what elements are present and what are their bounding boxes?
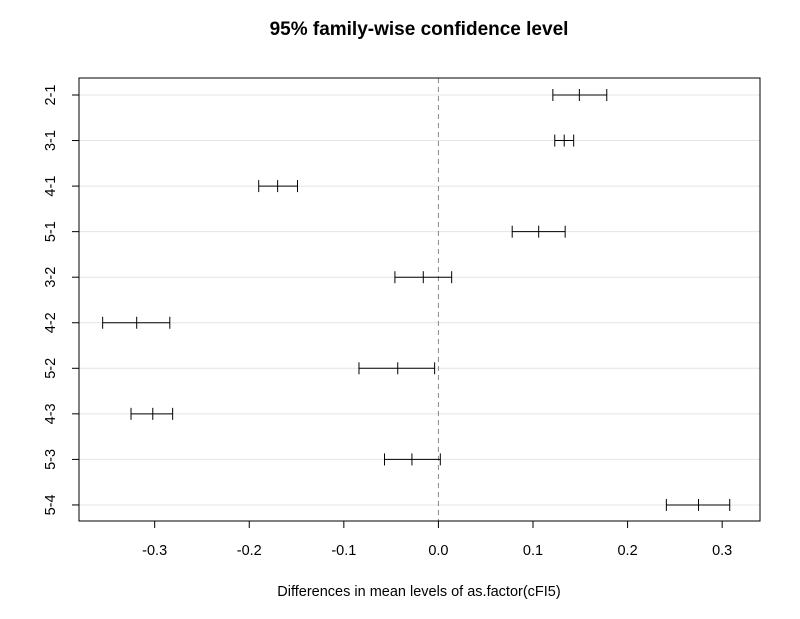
y-tick-label-4-3: 4-3 xyxy=(43,403,59,424)
x-tick-label-0.0: 0.0 xyxy=(428,543,448,559)
interval-5-4 xyxy=(665,498,731,511)
y-tick-label-4-1: 4-1 xyxy=(43,176,59,197)
x-tick-label-0.3: 0.3 xyxy=(712,543,732,559)
interval-3-1 xyxy=(554,134,575,147)
x-tick-label-0.2: 0.2 xyxy=(617,543,637,559)
y-tick-label-5-4: 5-4 xyxy=(43,494,59,515)
x-tick-label--0.2: -0.2 xyxy=(237,543,262,559)
y-axis: 2-1 3-1 4-1 5-1 3-2 4-2 5-2 4-3 5-3 5-4 xyxy=(43,85,79,515)
interval-4-1 xyxy=(258,180,298,193)
y-tick-label-3-1: 3-1 xyxy=(43,130,59,151)
confidence-intervals xyxy=(102,89,731,511)
interval-4-2 xyxy=(102,316,171,329)
plot-frame xyxy=(78,77,761,522)
y-tick-label-2-1: 2-1 xyxy=(43,85,59,106)
y-tick-label-3-2: 3-2 xyxy=(43,267,59,288)
x-tick-label--0.1: -0.1 xyxy=(331,543,356,559)
interval-5-3 xyxy=(384,453,441,466)
y-tick-label-5-2: 5-2 xyxy=(43,358,59,379)
chart-title: 95% family-wise confidence level xyxy=(270,19,569,40)
y-tick-label-4-2: 4-2 xyxy=(43,312,59,333)
x-tick-label-0.1: 0.1 xyxy=(523,543,543,559)
interval-3-2 xyxy=(394,271,453,284)
interval-5-2 xyxy=(358,362,436,375)
x-tick-label--0.3: -0.3 xyxy=(142,543,167,559)
gridlines xyxy=(79,94,760,506)
interval-4-3 xyxy=(130,407,174,420)
y-tick-label-5-1: 5-1 xyxy=(43,221,59,242)
interval-2-1 xyxy=(552,89,608,101)
x-axis: -0.3 -0.2 -0.1 0.0 0.1 0.2 0.3 xyxy=(142,520,732,559)
y-tick-label-5-3: 5-3 xyxy=(43,449,59,470)
interval-5-1 xyxy=(511,225,566,238)
x-axis-label: Differences in mean levels of as.factor(… xyxy=(277,584,560,600)
